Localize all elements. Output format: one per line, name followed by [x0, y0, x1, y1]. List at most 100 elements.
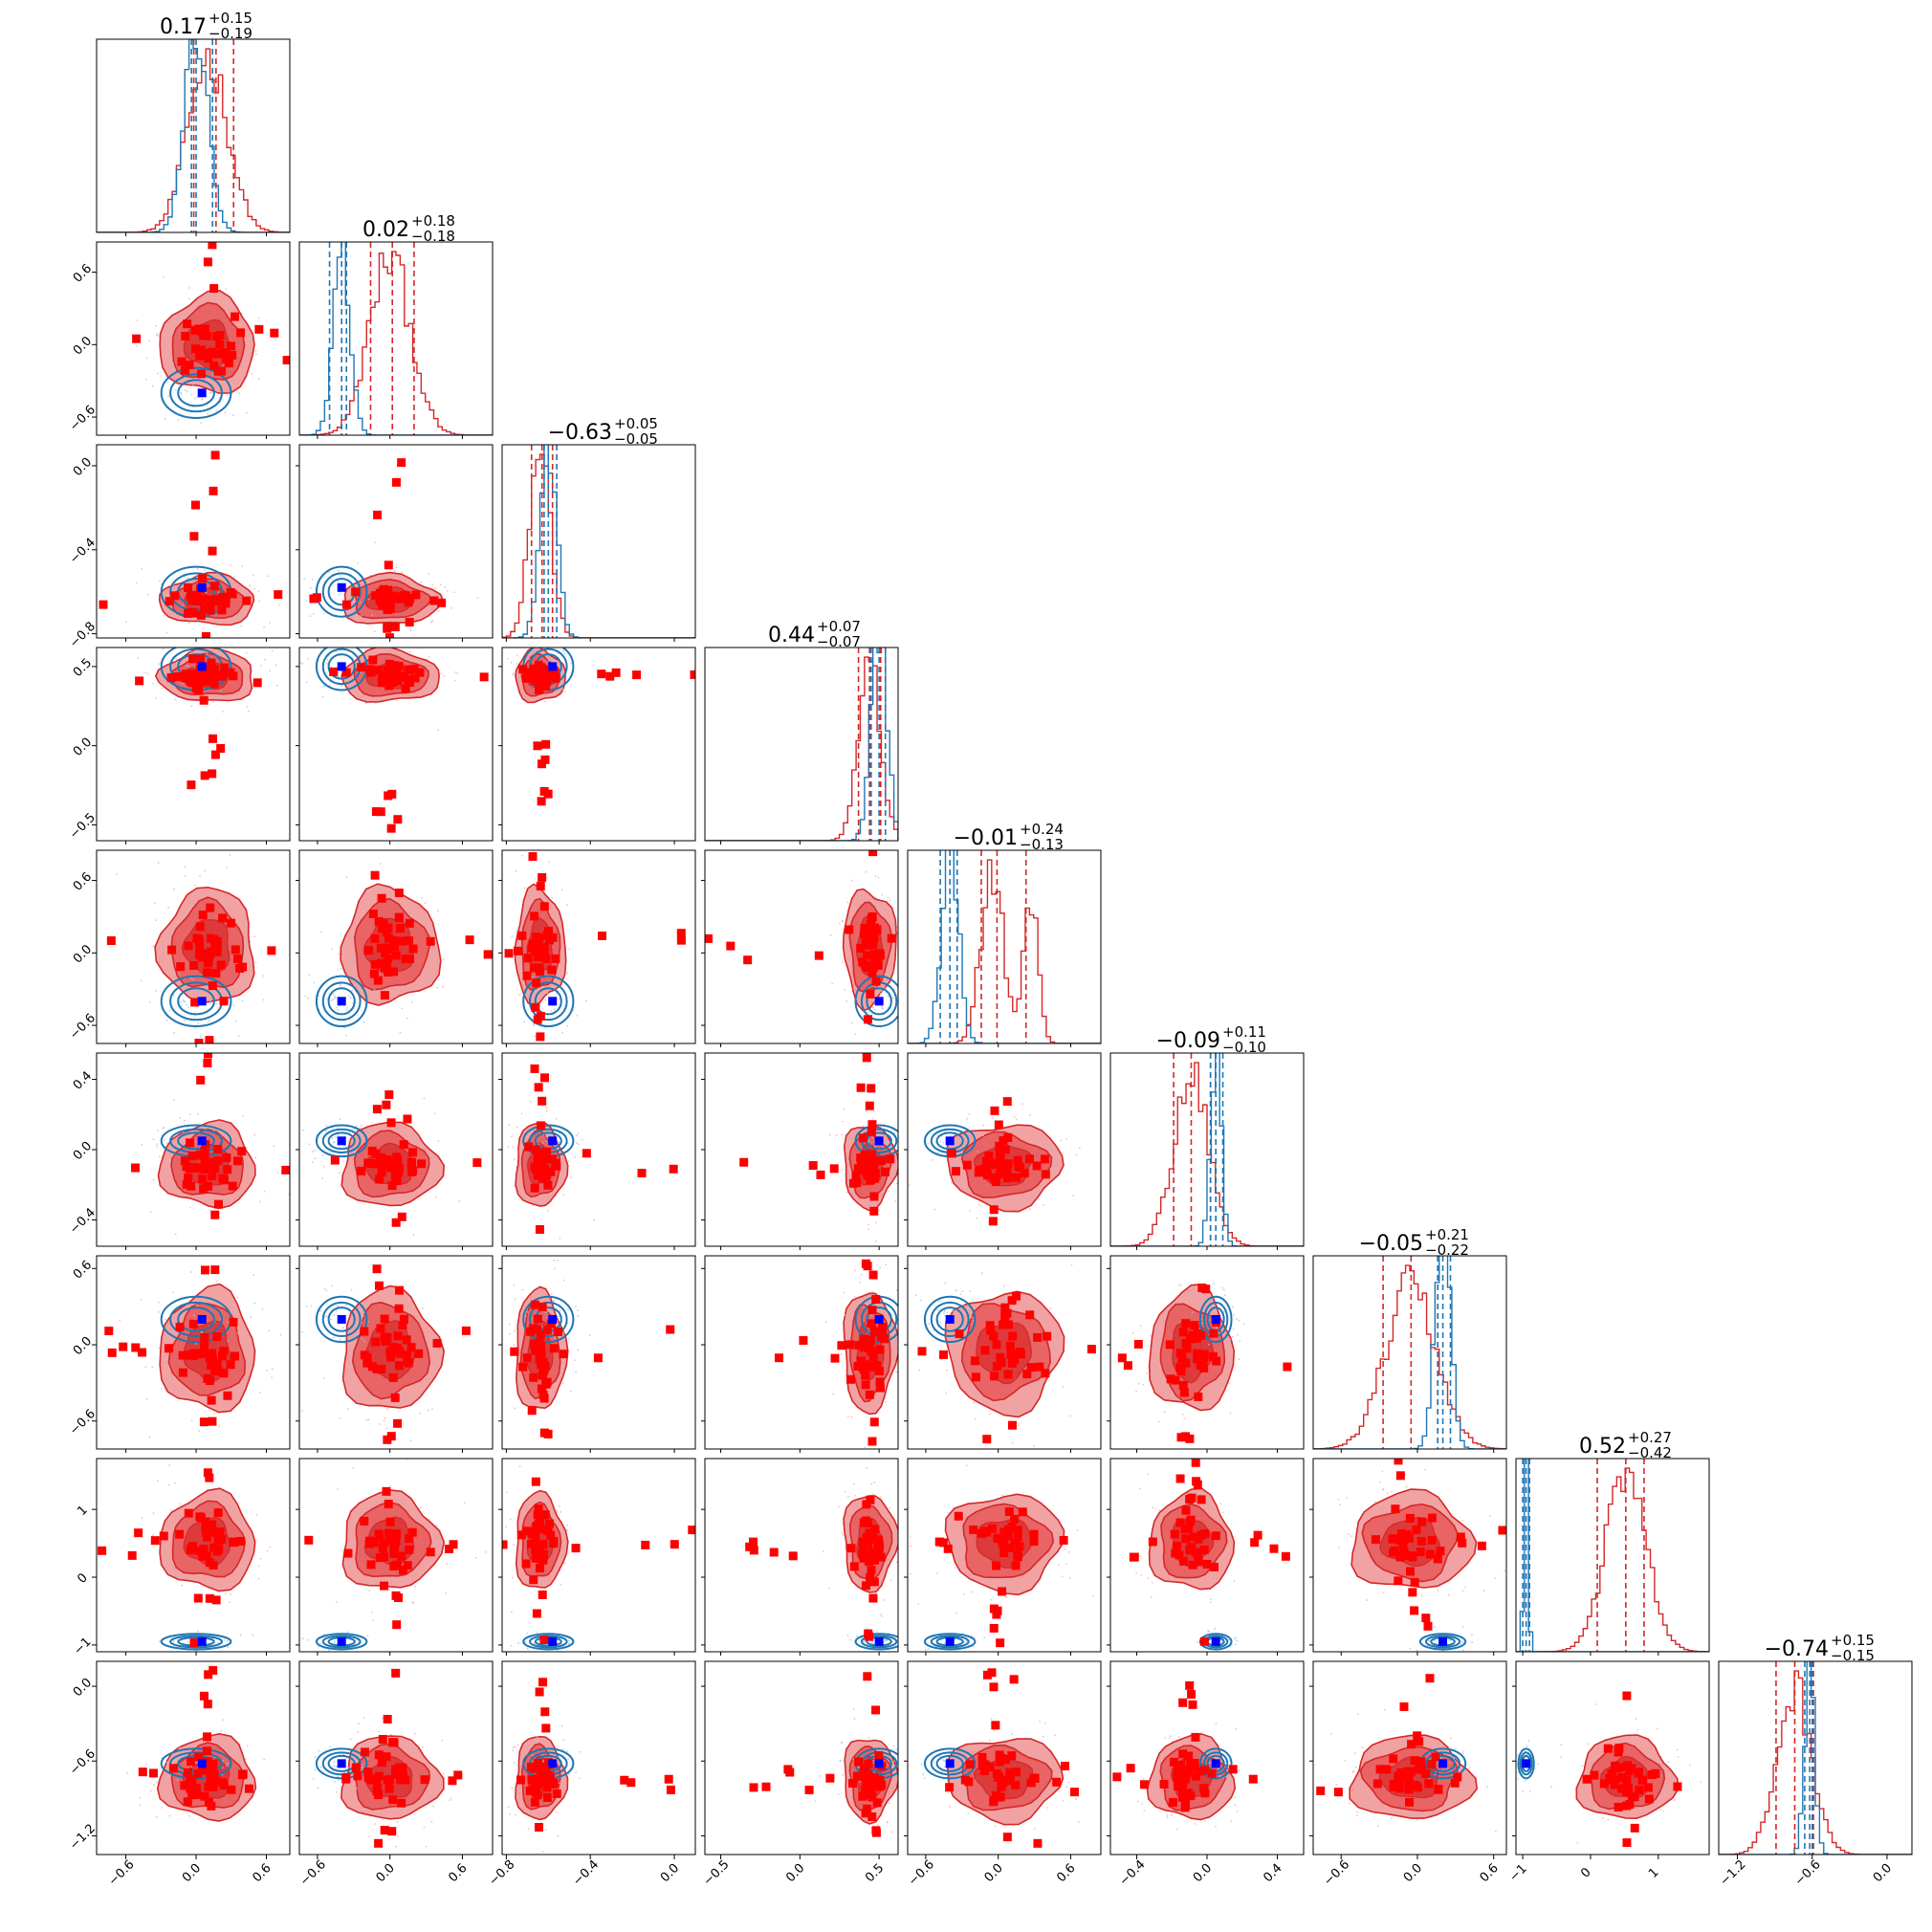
red-square-marker [366, 668, 376, 677]
blue-contour [315, 565, 368, 618]
red-square-marker [312, 593, 321, 603]
blue-sample-point [179, 381, 182, 384]
blue-sample-point [560, 670, 563, 673]
red-square-marker [281, 1165, 290, 1175]
blue-sample-point [195, 1650, 198, 1652]
red-square-marker [605, 671, 615, 681]
blue-sample-point [360, 671, 362, 674]
red-square-marker [203, 1468, 212, 1478]
red-sample-point [877, 1209, 880, 1212]
red-square-marker [541, 682, 551, 692]
blue-histogram [1719, 1661, 1912, 1855]
red-square-marker [383, 605, 392, 615]
red-sample-point [1236, 1318, 1239, 1321]
blue-sample-point [190, 651, 193, 654]
red-square-marker [538, 1590, 547, 1599]
red-sample-point [464, 1502, 466, 1504]
red-sample-point [545, 1107, 548, 1109]
red-square-marker [1013, 1526, 1022, 1535]
red-square-marker [150, 1536, 160, 1546]
red-sample-point [257, 1577, 260, 1580]
blue-sample-point [325, 1130, 327, 1132]
red-square-marker [996, 1638, 1005, 1648]
scatter-panel-8-5 [907, 1458, 1102, 1653]
red-square-marker [388, 1342, 398, 1351]
red-square-marker [465, 935, 474, 945]
red-sample-point [428, 1518, 431, 1521]
red-square-marker [861, 1380, 870, 1390]
red-sample-point [850, 1416, 853, 1418]
red-sample-point [383, 1419, 385, 1422]
red-sample-point [563, 652, 566, 655]
panel-frame [298, 647, 494, 842]
blue-contour [854, 975, 898, 1028]
red-sample-point [252, 1274, 255, 1277]
red-sample-point [950, 1181, 953, 1184]
panel-frame [298, 241, 494, 436]
blue-sample-point [938, 1300, 940, 1303]
red-square-marker [417, 1159, 427, 1169]
red-square-marker [995, 1159, 1004, 1169]
red-sample-point [384, 1416, 386, 1419]
red-sample-point [163, 614, 165, 617]
red-square-marker [989, 1205, 999, 1215]
blue-square-marker [874, 1136, 884, 1146]
blue-sample-point [959, 1293, 962, 1296]
blue-sample-point [355, 1125, 358, 1128]
red-square-marker [1117, 1353, 1127, 1363]
red-sample-point [434, 1196, 437, 1198]
red-square-marker [551, 954, 560, 963]
red-sample-point [512, 1576, 514, 1579]
red-square-marker [197, 594, 207, 604]
red-square-marker [219, 1369, 229, 1378]
blue-sample-point [538, 644, 539, 646]
blue-sample-point [899, 1135, 901, 1137]
red-square-marker [541, 954, 551, 963]
blue-sample-point [961, 1290, 964, 1293]
blue-sample-point [345, 1007, 348, 1009]
blue-sample-point [919, 1299, 922, 1302]
red-square-marker [198, 911, 208, 920]
red-square-marker [666, 1325, 675, 1334]
red-square-marker [206, 903, 215, 912]
red-sample-point [374, 630, 376, 633]
red-square-marker [378, 676, 387, 686]
red-sample-point [458, 1199, 461, 1202]
red-square-marker [219, 1347, 229, 1356]
red-sample-point [513, 1284, 516, 1286]
blue-sample-point [331, 1136, 334, 1139]
red-square-marker [769, 1548, 779, 1557]
blue-contour [160, 1633, 232, 1651]
blue-sample-point [963, 1135, 965, 1138]
red-sample-point [513, 1543, 515, 1546]
title-plus-error: +0.15 [209, 10, 252, 27]
red-square-marker [197, 369, 207, 379]
blue-sample-point [322, 612, 325, 614]
panel-frame [704, 1255, 899, 1450]
red-square-marker [516, 1530, 526, 1540]
blue-sample-point [860, 1637, 863, 1639]
red-square-marker [1000, 1303, 1010, 1312]
red-sample-point [1180, 1284, 1182, 1287]
red-square-marker [1003, 1159, 1013, 1169]
blue-sample-point [856, 1635, 858, 1637]
blue-sample-point [216, 1641, 219, 1644]
scatter-panel-4-3 [501, 644, 696, 842]
blue-sample-point [889, 1144, 892, 1147]
red-sample-point [560, 1510, 562, 1513]
blue-sample-point [367, 1321, 370, 1323]
blue-sample-point [210, 391, 213, 394]
red-sample-point [222, 711, 224, 713]
red-square-marker [1199, 1350, 1209, 1359]
blue-square-marker [874, 1636, 884, 1646]
red-sample-point [881, 1005, 883, 1008]
blue-sample-point [308, 1143, 311, 1146]
red-square-marker [862, 1552, 871, 1562]
red-square-marker [996, 1352, 1005, 1362]
red-sample-point [992, 1117, 994, 1120]
red-sample-point [828, 1587, 831, 1590]
red-square-marker [510, 1347, 519, 1356]
red-square-marker [529, 1372, 538, 1382]
red-square-marker [237, 1147, 247, 1156]
blue-contour [321, 981, 362, 1021]
